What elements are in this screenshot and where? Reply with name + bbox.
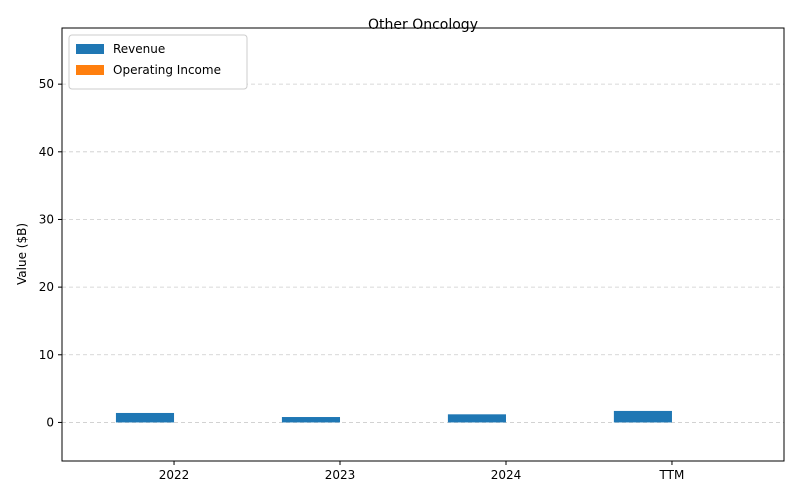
y-tick-label: 0 — [46, 415, 54, 429]
legend: Revenue Operating Income — [68, 34, 248, 90]
x-tick-label: 2024 — [491, 468, 522, 482]
bar-revenue — [281, 417, 341, 423]
y-tick-label: 30 — [39, 212, 54, 226]
legend-swatch — [76, 44, 104, 54]
x-tick-label: 2022 — [159, 468, 190, 482]
x-tick-label: TTM — [659, 468, 685, 482]
chart-title: Other Oncology — [368, 17, 478, 33]
bar-revenue — [613, 410, 672, 423]
plot-frame — [61, 27, 785, 462]
legend-label: Operating Income — [113, 63, 221, 77]
legend-box — [68, 34, 248, 90]
bar-revenue — [447, 414, 506, 423]
legend-swatch — [76, 65, 104, 75]
bars — [115, 410, 672, 423]
legend-label: Revenue — [113, 42, 165, 56]
axis-ticks: 0 10 20 30 40 50 2022 2023 2024 TTM — [39, 77, 685, 482]
x-tick-label: 2023 — [325, 468, 356, 482]
y-axis-label: Value ($B) — [15, 223, 29, 285]
gridlines — [62, 83, 784, 423]
y-tick-label: 50 — [39, 77, 54, 91]
y-tick-label: 10 — [39, 348, 54, 362]
y-tick-label: 20 — [39, 280, 54, 294]
bar-revenue — [115, 412, 175, 423]
y-tick-label: 40 — [39, 145, 54, 159]
